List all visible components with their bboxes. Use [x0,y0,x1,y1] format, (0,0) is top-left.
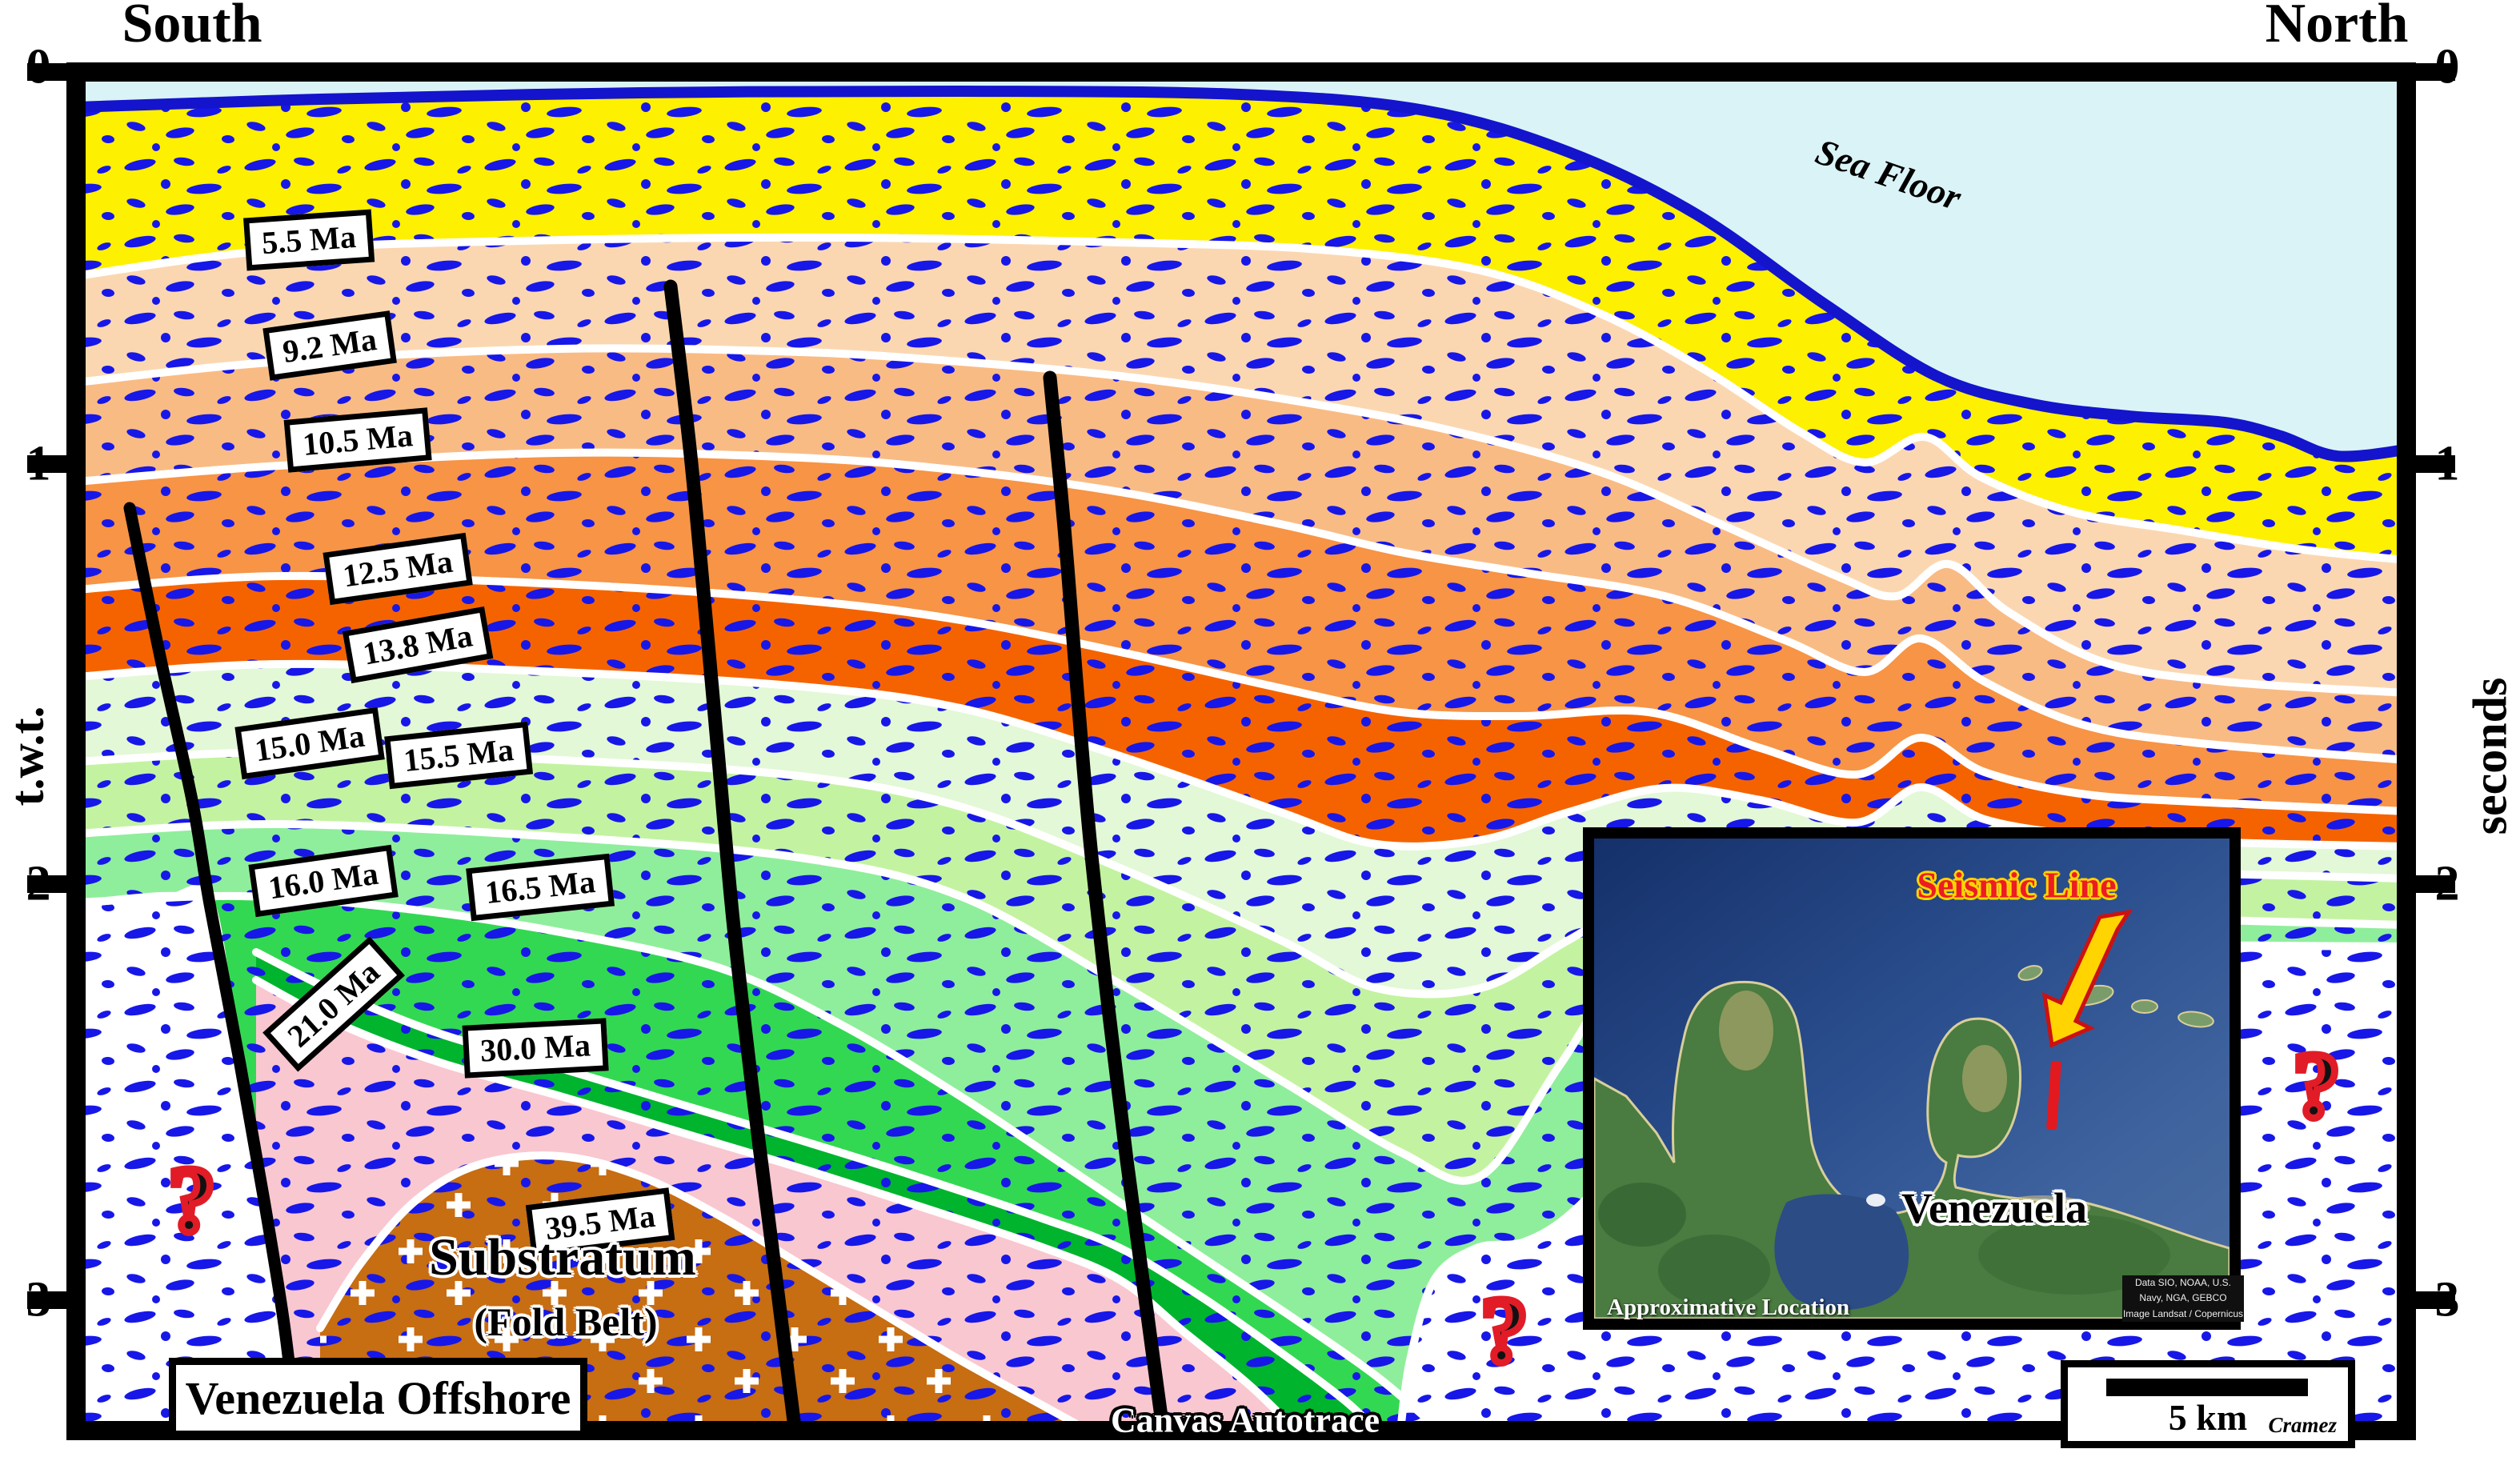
inset-forest [1978,1215,2170,1295]
left-tick-2: 2 [26,856,51,911]
right-tick-3: 3 [2434,1272,2460,1327]
inset-mountains [1598,1183,1686,1247]
attribution-line: Data SIO, NOAA, U.S. Navy, NGA, GEBCO [2134,1277,2232,1304]
inset-lake [1774,1194,1909,1311]
scale-bar-box: 5 km Cramez [2061,1360,2355,1448]
fault-line [663,279,801,1421]
inset-seismic-line-mark [2046,1060,2061,1131]
left-axis-label: t.w.t. [0,706,54,807]
horizon-label: 5.5 Ma [243,209,375,271]
scale-distance: 5 km [2168,1397,2248,1438]
watermark-text: Canvas Autotrace [1110,1400,1380,1440]
author-credit: Cramez [2268,1413,2337,1437]
right-tick-mark [2406,875,2455,893]
country-label: Venezuela [1901,1184,2087,1232]
axis-frame [27,62,2455,1440]
left-tick-mark [27,63,77,81]
horizon-line [86,344,2397,697]
inset-island [2017,965,2043,981]
horizon-line [86,448,2397,764]
inset-dry-land [1962,1045,2007,1112]
horizon-line [86,233,2397,563]
inset-mountains [1658,1235,1770,1307]
inset-cloud [1866,1194,1885,1207]
uncertainty-question-mark: ? [1477,1275,1532,1387]
scale-bar [2106,1379,2308,1396]
inset-dry-land [1719,991,1773,1071]
horizon-line [86,571,2397,815]
location-note: Approximative Location [1607,1295,1850,1320]
right-tick-2: 2 [2434,856,2460,911]
horizon-line [86,659,2397,851]
left-tick-mark [27,875,77,893]
horizon-label: 30.0 Ma [462,1018,609,1079]
horizon-line [86,891,217,907]
map-attribution: Data SIO, NOAA, U.S. Navy, NGA, GEBCO Im… [2122,1275,2244,1322]
horizon-line [86,891,1436,1421]
right-tick-mark [2406,63,2455,81]
horizon-line [316,1151,1080,1421]
left-tick-mark [27,1291,77,1309]
inset-map-canvas [1594,839,2230,1319]
uncertainty-question-mark: ? [2290,1030,2344,1142]
direction-label-north: North [2265,0,2409,54]
right-axis-label: seconds [2463,677,2517,835]
horizon-line [252,976,1293,1421]
fold-belt-label: (Fold Belt) [474,1299,658,1344]
fault-line [1043,370,1169,1421]
right-tick-1: 1 [2434,436,2460,491]
arrow-icon [2041,909,2133,1048]
horizon-line [252,948,1373,1421]
inset-location-map: Seismic Line Venezuela Approximative Loc… [1583,827,2244,1330]
uncertainty-question-mark: ? [165,1144,219,1256]
right-tick-0: 0 [2434,39,2460,94]
inset-island [2177,1011,2214,1028]
fault-line [123,502,302,1421]
attribution-line: Image Landsat / Copernicus [2122,1307,2244,1319]
right-tick-mark [2406,455,2455,473]
region-label: Venezuela Offshore [185,1371,571,1424]
region-label-box: Venezuela Offshore [169,1358,587,1438]
substratum-label: Substratum [429,1228,696,1287]
plot-border [66,62,2416,1440]
inset-island [2131,999,2158,1014]
sea-floor-line [86,85,2397,462]
left-tick-3: 3 [26,1272,51,1327]
left-tick-0: 0 [26,39,51,94]
direction-label-south: South [122,0,262,54]
right-tick-mark [2406,1291,2455,1309]
left-tick-mark [27,455,77,473]
seismic-line-label: Seismic Line [1917,864,2117,906]
left-tick-1: 1 [26,436,51,491]
inset-coast [1994,1195,2090,1221]
